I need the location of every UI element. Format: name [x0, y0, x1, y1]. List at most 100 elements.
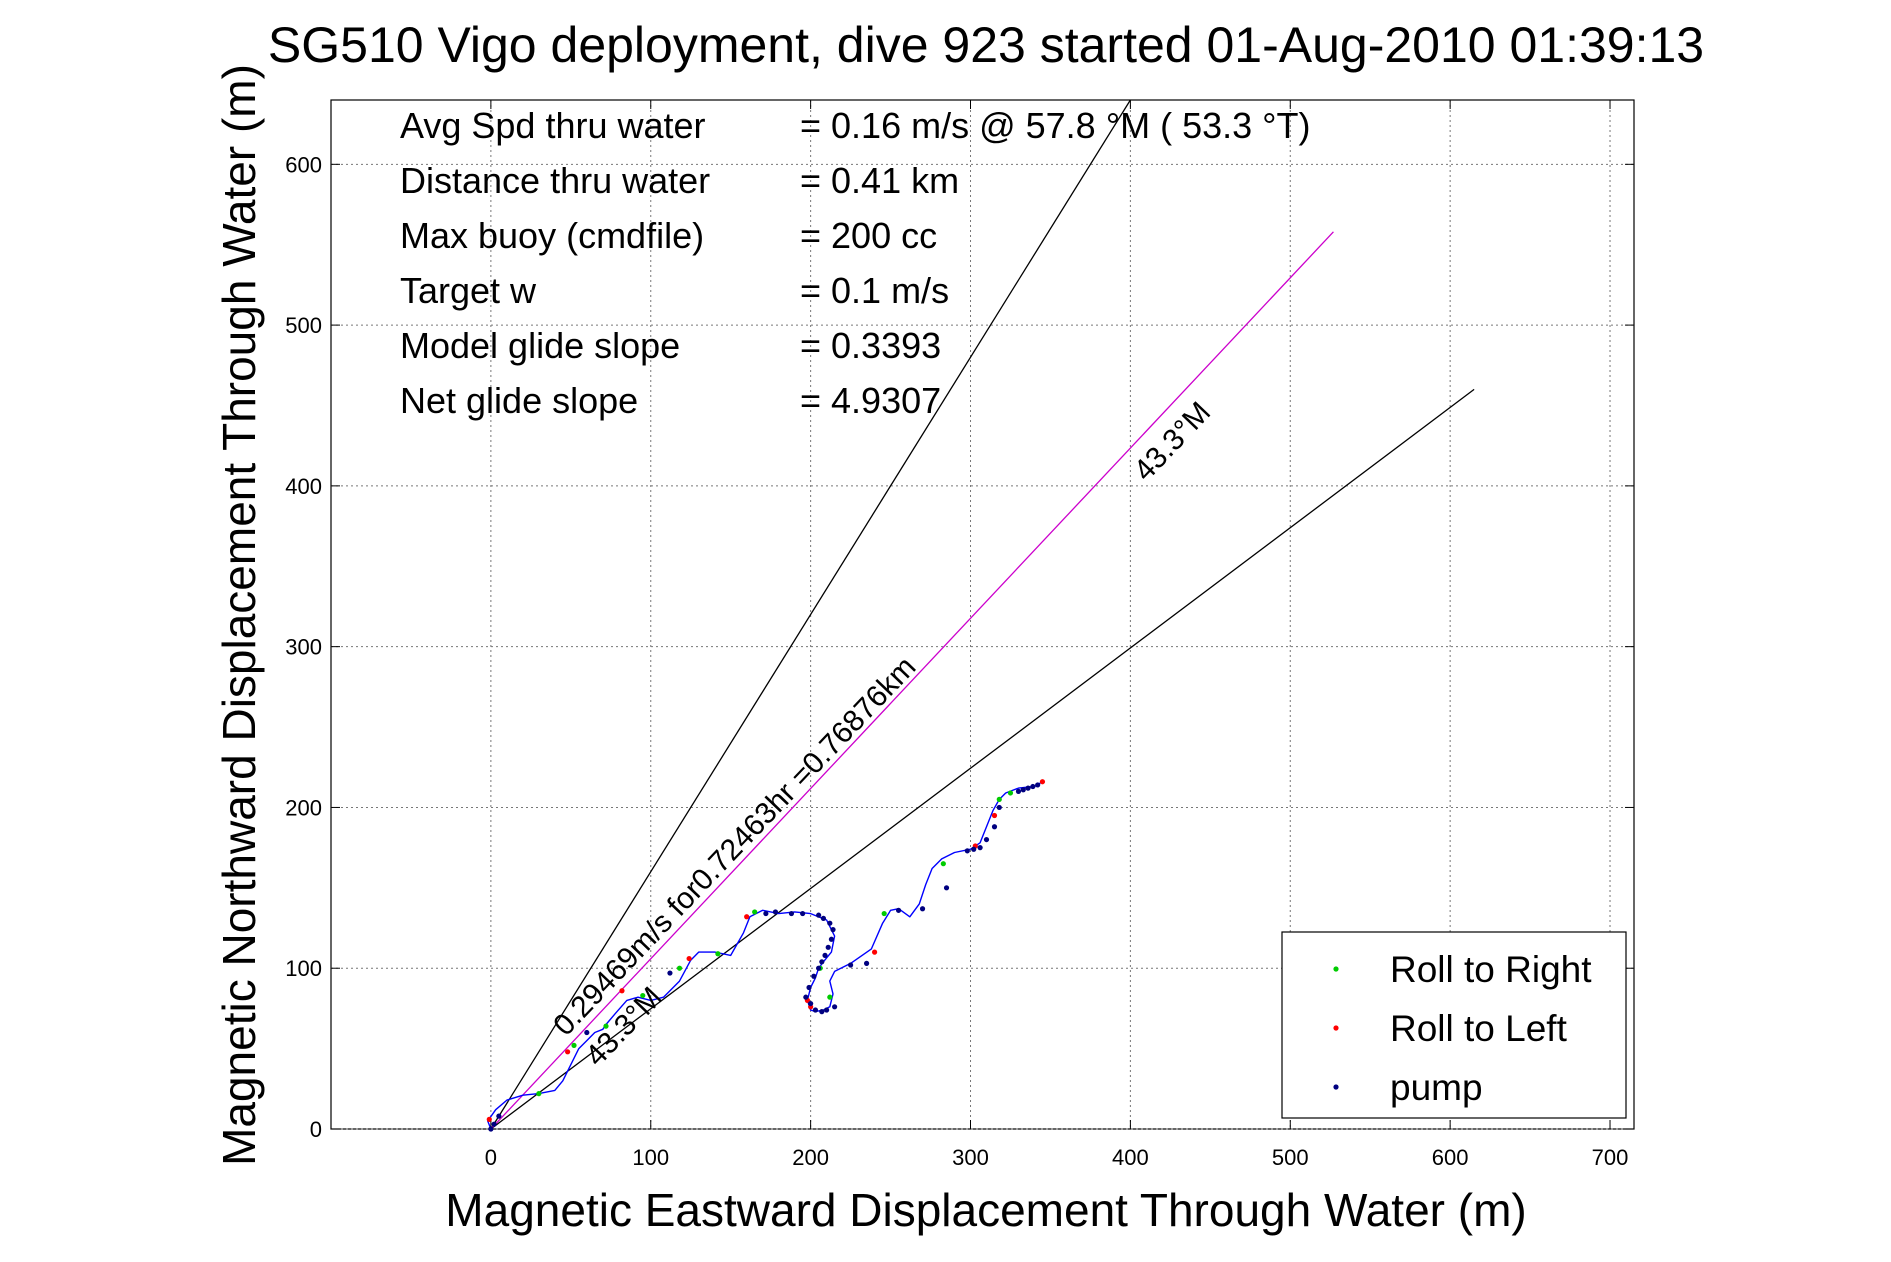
roll-to-left-point	[486, 1116, 492, 1122]
pump-point	[825, 944, 831, 950]
pump-point	[822, 952, 828, 958]
pump-point	[977, 845, 983, 851]
x-tick-label: 400	[1112, 1145, 1149, 1170]
roll-to-left-point	[991, 812, 998, 819]
pump-point	[816, 912, 822, 918]
y-tick-label: 100	[285, 956, 322, 981]
roll-to-left-point	[1039, 779, 1046, 785]
roll-to-left-point	[871, 949, 878, 955]
pump-point	[848, 962, 854, 968]
pump-point	[803, 994, 809, 1000]
x-tick-label: 0	[485, 1145, 497, 1170]
roll-to-right-point	[996, 796, 1002, 802]
pump-point	[819, 1009, 825, 1015]
stat-label: Distance thru water	[400, 160, 710, 201]
x-tick-label: 600	[1432, 1145, 1469, 1170]
pump-point	[488, 1126, 494, 1132]
dive-stats: Avg Spd thru water = 0.16 m/s @ 57.8 °M (…	[400, 105, 1311, 421]
roll-to-right-point	[940, 861, 946, 867]
pump-point	[996, 804, 1002, 811]
pump-point	[824, 1007, 830, 1013]
x-tick-label: 100	[632, 1145, 669, 1170]
reference-lines	[490, 99, 1475, 1130]
pump-point	[830, 927, 836, 933]
pump-point	[1035, 782, 1041, 788]
pump-point	[971, 846, 977, 852]
pump-point	[1020, 787, 1026, 793]
y-tick-label: 200	[285, 795, 322, 820]
stat-value: = 4.9307	[800, 380, 941, 421]
reference-line	[490, 99, 1131, 1130]
stat-label: Avg Spd thru water	[400, 105, 706, 146]
roll-to-left-point	[686, 955, 692, 962]
legend-marker	[1333, 1025, 1339, 1031]
legend-marker	[1333, 966, 1339, 972]
stat-value: = 0.3393	[800, 325, 941, 366]
reference-line	[490, 231, 1334, 1130]
pump-point	[491, 1121, 497, 1127]
roll-to-right-point	[571, 1042, 577, 1048]
roll-to-right-point	[715, 951, 721, 957]
pump-point	[828, 936, 835, 942]
roll-to-right-point	[536, 1091, 542, 1097]
pump-point	[772, 909, 779, 915]
pump-point	[827, 920, 833, 926]
roll-to-left-point	[619, 988, 625, 994]
y-axis-ticks: 0 100 200 300 400 500 600	[285, 152, 1634, 1142]
dive-track-line	[487, 781, 1043, 1130]
y-axis-label: Magnetic Northward Displacement Through …	[213, 64, 265, 1166]
pump-point	[667, 970, 673, 976]
roll-to-right-point	[881, 910, 887, 917]
x-axis-ticks: 0 100 200 300 400 500 600 700	[485, 100, 1628, 1170]
roll-to-right-point	[603, 1023, 609, 1029]
legend-label: pump	[1390, 1067, 1483, 1108]
stat-value: = 200 cc	[800, 215, 937, 256]
roll-to-right-point	[676, 965, 683, 971]
x-tick-label: 300	[952, 1145, 989, 1170]
pump-point	[788, 910, 795, 917]
y-tick-label: 600	[285, 152, 322, 177]
x-axis-label: Magnetic Eastward Displacement Through W…	[445, 1184, 1526, 1236]
reference-line	[490, 388, 1475, 1130]
roll-to-right-point	[827, 994, 833, 1000]
y-tick-label: 500	[285, 313, 322, 338]
roll-to-left-point	[565, 1049, 571, 1055]
stat-label: Max buoy (cmdfile)	[400, 215, 704, 256]
legend: Roll to Right Roll to Left pump	[1281, 931, 1627, 1119]
pump-point	[1025, 785, 1031, 791]
pump-point	[895, 907, 902, 913]
x-tick-label: 200	[792, 1145, 829, 1170]
stat-label: Target w	[400, 270, 537, 311]
roll-to-right-point	[752, 909, 758, 915]
pump-point	[763, 910, 769, 917]
rotated-annotation: 43.3°M	[1128, 396, 1218, 488]
pump-point	[584, 1029, 590, 1036]
pump-point	[820, 915, 827, 921]
roll-to-left-point	[744, 914, 750, 920]
y-tick-label: 0	[310, 1117, 322, 1142]
pump-point	[812, 1007, 819, 1013]
y-tick-label: 400	[285, 474, 322, 499]
pump-point	[811, 973, 817, 979]
stat-value: = 0.1 m/s	[800, 270, 949, 311]
legend-label: Roll to Left	[1390, 1008, 1568, 1049]
stat-value: = 0.16 m/s @ 57.8 °M ( 53.3 °T)	[800, 105, 1311, 146]
legend-box	[1281, 931, 1627, 1119]
pump-point	[806, 984, 812, 991]
pump-point	[816, 965, 822, 971]
pump-point	[1015, 788, 1022, 794]
pump-point	[964, 848, 970, 854]
pump-point	[808, 1000, 814, 1007]
stat-label: Net glide slope	[400, 380, 638, 421]
pump-point	[983, 836, 990, 843]
pump-point	[919, 906, 926, 912]
stat-value: = 0.41 km	[800, 160, 959, 201]
pump-point	[863, 960, 870, 966]
pump-point	[800, 910, 806, 917]
pump-point	[1030, 783, 1036, 790]
pump-point	[991, 824, 998, 830]
pump-point	[832, 1004, 838, 1010]
x-tick-label: 500	[1272, 1145, 1309, 1170]
y-tick-label: 300	[285, 635, 322, 660]
